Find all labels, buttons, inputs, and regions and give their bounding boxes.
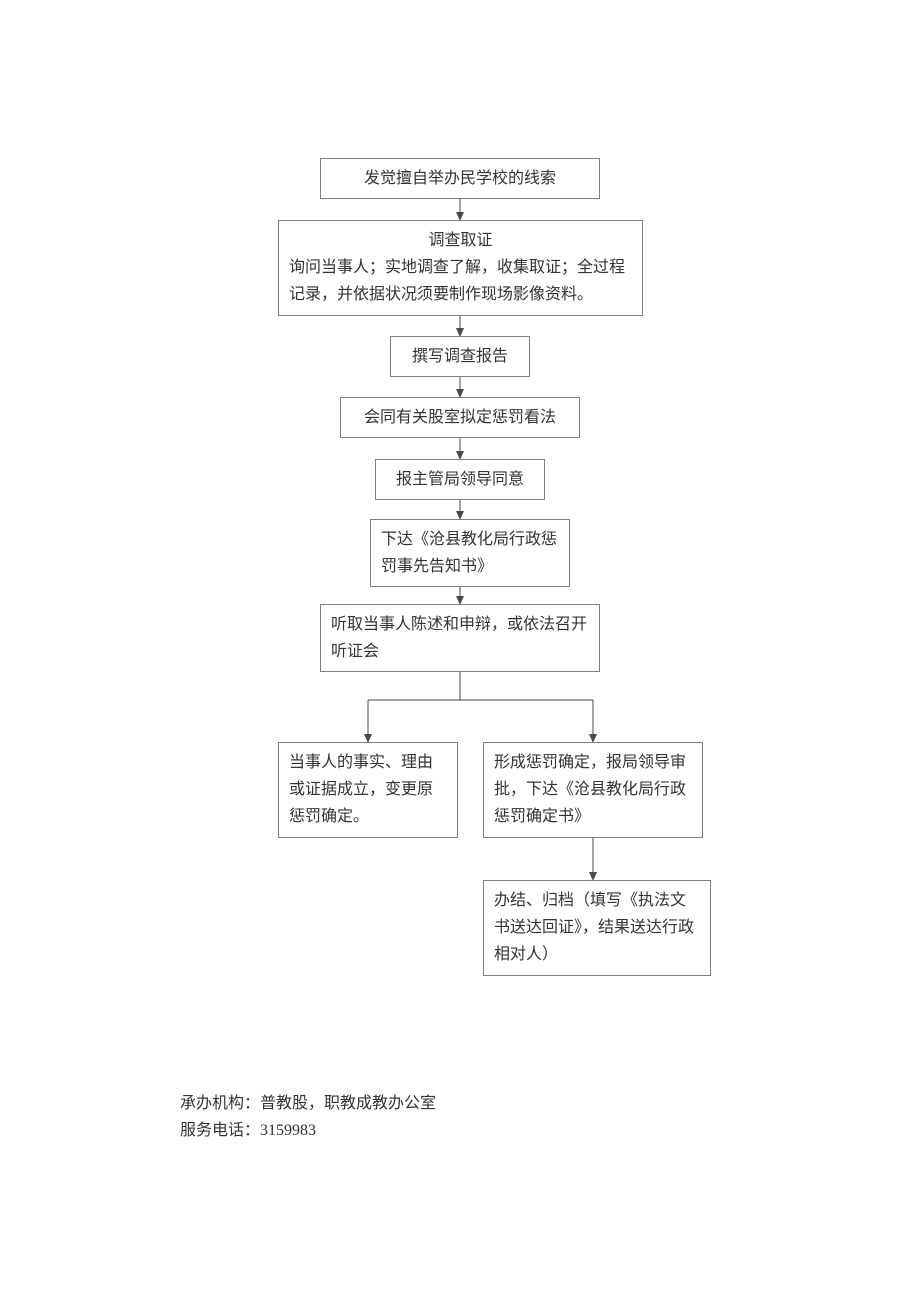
flowchart-node-n6: 下达《沧县教化局行政惩罚事先告知书》 (370, 519, 570, 587)
flowchart-node-body: 询问当事人；实地调查了解，收集取证；全过程记录，并依据状况须要制作现场影像资料。 (289, 254, 632, 308)
flowchart-node-n7: 听取当事人陈述和申辩，或依法召开听证会 (320, 604, 600, 672)
footer-phone-label: 服务电话： (180, 1122, 260, 1139)
footer-org-label: 承办机构： (180, 1095, 260, 1112)
flowchart-node-n2: 调查取证询问当事人；实地调查了解，收集取证；全过程记录，并依据状况须要制作现场影… (278, 220, 643, 316)
footer-org-value: 普教股，职教成教办公室 (260, 1095, 436, 1112)
flowchart-node-n5: 报主管局领导同意 (375, 459, 545, 500)
flowchart-node-n1: 发觉擅自举办民学校的线索 (320, 158, 600, 199)
flowchart-node-n9: 形成惩罚确定，报局领导审批，下达《沧县教化局行政惩罚确定书》 (483, 742, 703, 838)
footer-phone-value: 3159983 (260, 1122, 316, 1139)
footer-org: 承办机构：普教股，职教成教办公室 (180, 1090, 436, 1117)
flowchart-node-n10: 办结、归档（填写《执法文书送达回证》，结果送达行政相对人） (483, 880, 711, 976)
flowchart-node-n8: 当事人的事实、理由或证据成立，变更原惩罚确定。 (278, 742, 458, 838)
footer-phone: 服务电话：3159983 (180, 1117, 316, 1144)
flowchart-node-title: 调查取证 (289, 227, 632, 254)
flowchart-container: 发觉擅自举办民学校的线索调查取证询问当事人；实地调查了解，收集取证；全过程记录，… (0, 0, 920, 1301)
flowchart-node-n3: 撰写调查报告 (390, 336, 530, 377)
flowchart-node-n4: 会同有关股室拟定惩罚看法 (340, 397, 580, 438)
